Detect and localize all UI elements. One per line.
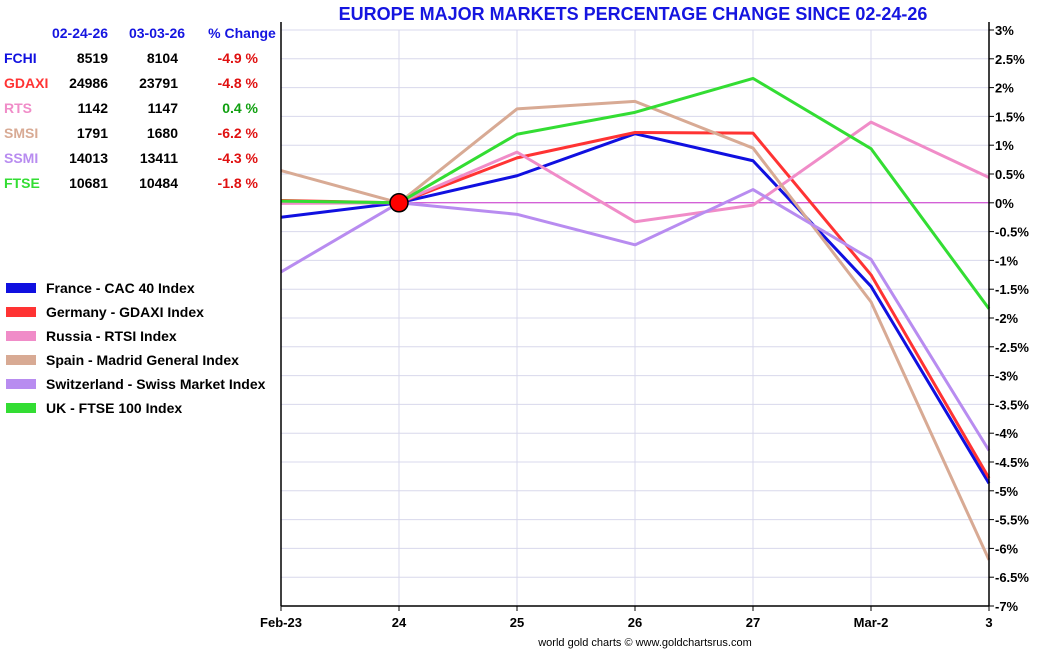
price-table: 02-24-26 03-03-26 % Change FCHI 8519 8104 -4.9… (4, 25, 276, 191)
y-tick-label: 0.5% (995, 167, 1025, 182)
y-tick-label: -7% (995, 599, 1019, 614)
y-tick-label: -5% (995, 484, 1019, 499)
legend-label: France - CAC 40 Index (46, 280, 195, 296)
table-start-value: 10681 (69, 175, 108, 191)
table-end-value: 1680 (147, 125, 178, 141)
y-tick-label: -5.5% (995, 513, 1029, 528)
table-header: 02-24-26 (52, 25, 108, 41)
legend: France - CAC 40 Index Germany - GDAXI Ind… (6, 280, 266, 416)
x-axis-ticks: Feb-23 24 25 26 27 Mar-2 3 (260, 606, 993, 630)
table-change-value: -4.3 % (218, 150, 259, 166)
table-change-value: -6.2 % (218, 125, 259, 141)
table-start-value: 14013 (69, 150, 108, 166)
start-marker (389, 193, 409, 213)
x-tick-label: 24 (392, 615, 407, 630)
y-tick-label: 2% (995, 81, 1014, 96)
legend-swatch (6, 331, 36, 341)
table-start-value: 24986 (69, 75, 108, 91)
x-tick-label: 25 (510, 615, 524, 630)
table-start-value: 1142 (78, 100, 109, 116)
legend-label: Russia - RTSI Index (46, 328, 177, 344)
start-marker-group (389, 193, 409, 213)
y-tick-label: 3% (995, 23, 1014, 38)
table-change-value: 0.4 % (222, 100, 258, 116)
y-tick-label: 1% (995, 138, 1014, 153)
legend-swatch (6, 283, 36, 293)
x-tick-label: 26 (628, 615, 642, 630)
legend-label: Germany - GDAXI Index (46, 304, 204, 320)
y-tick-label: -3.5% (995, 397, 1029, 412)
y-tick-label: -1.5% (995, 282, 1029, 297)
table-symbol: FCHI (4, 50, 37, 66)
table-change-value: -4.9 % (218, 50, 259, 66)
legend-swatch (6, 307, 36, 317)
table-end-value: 23791 (139, 75, 178, 91)
legend-swatch (6, 355, 36, 365)
y-tick-label: 1.5% (995, 109, 1025, 124)
legend-swatch (6, 379, 36, 389)
y-tick-label: -2.5% (995, 340, 1029, 355)
table-header: % Change (208, 25, 276, 41)
legend-swatch (6, 403, 36, 413)
table-change-value: -4.8 % (218, 75, 259, 91)
y-tick-label: -1% (995, 253, 1019, 268)
table-start-value: 8519 (77, 50, 108, 66)
table-change-value: -1.8 % (218, 175, 259, 191)
y-tick-label: 2.5% (995, 52, 1025, 67)
x-tick-label: 3 (985, 615, 992, 630)
y-tick-label: 0% (995, 196, 1014, 211)
table-symbol: GDAXI (4, 75, 48, 91)
y-tick-label: -2% (995, 311, 1019, 326)
credit-text: world gold charts © www.goldchartsrus.co… (537, 637, 752, 649)
table-symbol: SMSI (4, 125, 38, 141)
legend-label: Switzerland - Swiss Market Index (46, 376, 266, 392)
y-axis-ticks: 3% 2.5% 2% 1.5% 1% 0.5% 0% -0.5% -1% -1.5% -2% -2.5… (989, 23, 1029, 614)
table-end-value: 13411 (140, 150, 178, 166)
table-symbol: RTS (4, 100, 32, 116)
table-end-value: 8104 (147, 50, 178, 66)
y-tick-label: -0.5% (995, 225, 1029, 240)
chart-title: EUROPE MAJOR MARKETS PERCENTAGE CHANGE S… (339, 4, 928, 24)
legend-label: UK - FTSE 100 Index (46, 400, 182, 416)
y-tick-label: -6% (995, 541, 1019, 556)
y-tick-label: -4.5% (995, 455, 1029, 470)
table-header: 03-03-26 (129, 25, 185, 41)
table-end-value: 10484 (139, 175, 178, 191)
y-tick-label: -4% (995, 426, 1019, 441)
table-start-value: 1791 (77, 125, 108, 141)
x-tick-label: Mar-2 (854, 615, 889, 630)
y-tick-label: -6.5% (995, 570, 1029, 585)
table-symbol: SSMI (4, 150, 38, 166)
y-tick-label: -3% (995, 369, 1019, 384)
x-tick-label: 27 (746, 615, 760, 630)
table-end-value: 1147 (148, 100, 179, 116)
x-tick-label: Feb-23 (260, 615, 302, 630)
table-symbol: FTSE (4, 175, 40, 191)
grid-lines (280, 29, 990, 607)
legend-label: Spain - Madrid General Index (46, 352, 239, 368)
